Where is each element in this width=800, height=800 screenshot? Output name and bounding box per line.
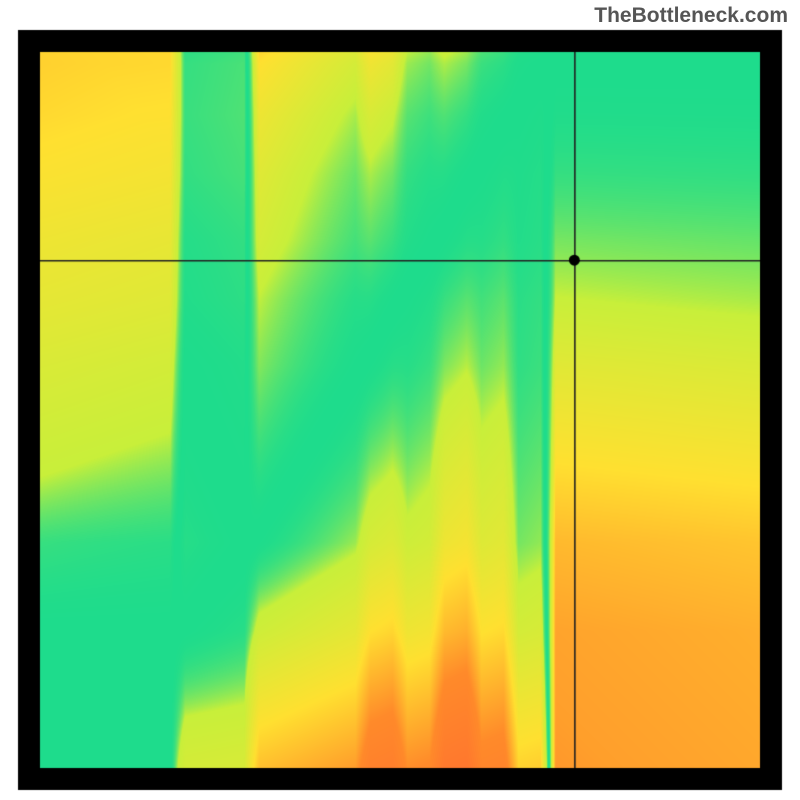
watermark-text: TheBottleneck.com bbox=[594, 4, 788, 28]
heatmap-chart bbox=[0, 0, 800, 800]
